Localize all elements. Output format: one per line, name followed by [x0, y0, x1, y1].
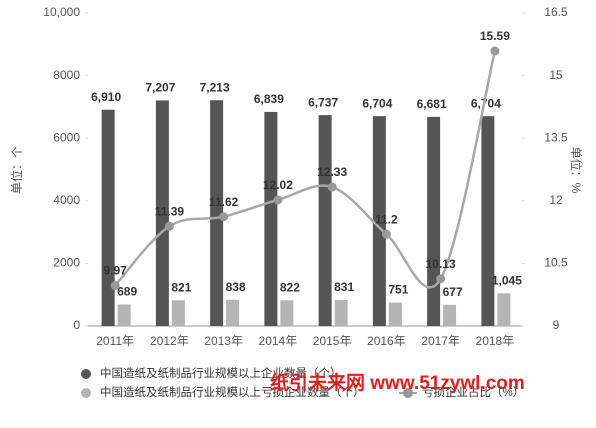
- x-tick-label: 2013年: [204, 334, 243, 348]
- bar-value-label: 7,213: [200, 80, 230, 94]
- line-point: [490, 46, 500, 56]
- bar-value-label: 6,681: [417, 97, 447, 111]
- line-value-label: 9.97: [103, 264, 127, 278]
- y2-tick-label: 10.5: [544, 256, 568, 270]
- y-tick-label: 0: [73, 318, 80, 332]
- watermark: 纸引未来网 www.51zywl.com: [270, 371, 525, 394]
- bar-value-label: 1,045: [492, 273, 522, 287]
- y-tick-label: 4000: [53, 193, 80, 207]
- bar: [155, 100, 169, 326]
- bar: [280, 300, 294, 326]
- bar: [318, 115, 332, 326]
- bar-value-label: 821: [171, 280, 191, 294]
- bar: [117, 304, 131, 326]
- line-point: [110, 281, 120, 291]
- y-axis-title: 单位：个: [9, 146, 24, 194]
- line-point: [164, 221, 174, 231]
- line-point: [436, 274, 446, 284]
- bar-value-label: 751: [388, 283, 408, 297]
- bar: [443, 304, 457, 326]
- line-value-label: 11.2: [375, 212, 398, 226]
- y-tick-label: 2000: [53, 256, 80, 270]
- bar: [372, 116, 386, 327]
- bar: [171, 300, 185, 326]
- line-point: [219, 212, 229, 222]
- y-tick-label: 8000: [53, 68, 80, 82]
- y2-axis-title: 单位：%: [569, 147, 584, 194]
- bar-value-label: 831: [334, 280, 354, 294]
- line-value-label: 10.13: [426, 257, 456, 271]
- x-tick-label: 2017年: [421, 334, 460, 348]
- bar-value-label: 6,704: [362, 96, 392, 110]
- bar: [334, 299, 348, 326]
- legend-marker: [81, 388, 91, 398]
- y2-tick-label: 15: [549, 68, 563, 82]
- legend-marker: [403, 388, 413, 398]
- bar-value-label: 6,839: [254, 92, 284, 106]
- line-value-label: 12.02: [263, 178, 293, 192]
- legend-label: 亏损企业占比（%）: [422, 385, 524, 399]
- y-tick-label: 6000: [53, 130, 80, 144]
- x-tick-label: 2012年: [150, 334, 189, 348]
- y2-tick-label: 16.5: [544, 5, 568, 19]
- y2-tick-label: 12: [549, 193, 563, 207]
- bar: [427, 116, 441, 326]
- x-tick-label: 2011年: [96, 334, 134, 348]
- bar: [210, 100, 224, 327]
- line-point: [381, 229, 391, 239]
- x-tick-label: 2015年: [313, 334, 352, 348]
- bar-value-label: 677: [443, 285, 463, 299]
- bar: [388, 302, 402, 326]
- bar-value-label: 838: [226, 280, 246, 294]
- bar-value-label: 689: [117, 285, 137, 299]
- y2-tick-label: 13.5: [544, 130, 568, 144]
- bar-value-label: 822: [280, 280, 300, 294]
- bar-value-label: 6,910: [91, 90, 121, 104]
- bar-value-label: 7,207: [145, 81, 175, 95]
- y-tick-label: 10,000: [43, 5, 80, 19]
- bar: [481, 116, 495, 327]
- line-value-label: 11.62: [209, 195, 239, 209]
- line-point: [273, 195, 283, 205]
- y2-tick-label: 9: [553, 318, 560, 332]
- legend-label: 中国造纸及纸制品行业规模以上亏损企业数量（个）: [100, 385, 365, 399]
- bar: [101, 109, 115, 326]
- line-value-label: 11.39: [155, 204, 185, 218]
- x-tick-label: 2014年: [259, 334, 298, 348]
- line-point: [327, 182, 337, 192]
- bar-value-label: 6,737: [308, 95, 338, 109]
- bar-value-label: 6,704: [471, 96, 501, 110]
- line-value-label: 15.59: [480, 29, 510, 43]
- legend-label: 中国造纸及纸制品行业规模以上企业数量（个）: [100, 366, 342, 380]
- bar: [226, 299, 240, 326]
- x-tick-label: 2016年: [367, 334, 406, 348]
- bar: [497, 293, 511, 326]
- line-value-label: 12.33: [317, 165, 347, 179]
- bar: [264, 111, 278, 326]
- x-tick-label: 2018年: [476, 334, 515, 348]
- legend-marker: [81, 369, 91, 379]
